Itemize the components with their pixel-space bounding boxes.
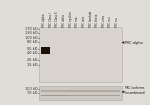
- Text: PKC eta: PKC eta: [75, 16, 79, 27]
- Text: PKC delta: PKC delta: [62, 14, 66, 27]
- Text: PKC iota: PKC iota: [82, 16, 86, 27]
- Text: 100 kD: 100 kD: [25, 87, 38, 91]
- Text: PKC mu: PKC mu: [108, 16, 112, 27]
- Text: PKC theta: PKC theta: [95, 13, 99, 27]
- Bar: [40, 95, 69, 96]
- Bar: [41, 47, 50, 54]
- Text: 80 kD: 80 kD: [27, 40, 38, 44]
- Bar: [40, 90, 120, 92]
- Text: 25 kD: 25 kD: [27, 58, 38, 62]
- Bar: [39, 86, 122, 100]
- Text: 70 kD: 70 kD: [27, 91, 38, 95]
- Text: PKC epsilon: PKC epsilon: [69, 11, 73, 27]
- Text: 170 kD: 170 kD: [25, 27, 38, 31]
- Text: PKC isoforms
(recombinant): PKC isoforms (recombinant): [125, 86, 146, 95]
- Bar: [39, 27, 122, 82]
- Text: PKC zeta: PKC zeta: [102, 15, 106, 27]
- Text: 130 kD: 130 kD: [25, 31, 38, 35]
- Text: PKC nu: PKC nu: [115, 17, 119, 27]
- Text: 15 kD: 15 kD: [27, 63, 38, 67]
- Text: PKC alpha: PKC alpha: [42, 13, 46, 27]
- Text: 100 kD: 100 kD: [25, 36, 38, 40]
- Text: PKC Class I: PKC Class I: [49, 12, 53, 27]
- Text: PKC lambda: PKC lambda: [88, 10, 93, 27]
- Bar: [40, 95, 120, 96]
- Text: PKC Class II: PKC Class II: [56, 11, 60, 27]
- Text: PKC alpha: PKC alpha: [125, 41, 142, 45]
- Text: 40 kD: 40 kD: [27, 51, 38, 55]
- Text: 55 kD: 55 kD: [27, 47, 38, 51]
